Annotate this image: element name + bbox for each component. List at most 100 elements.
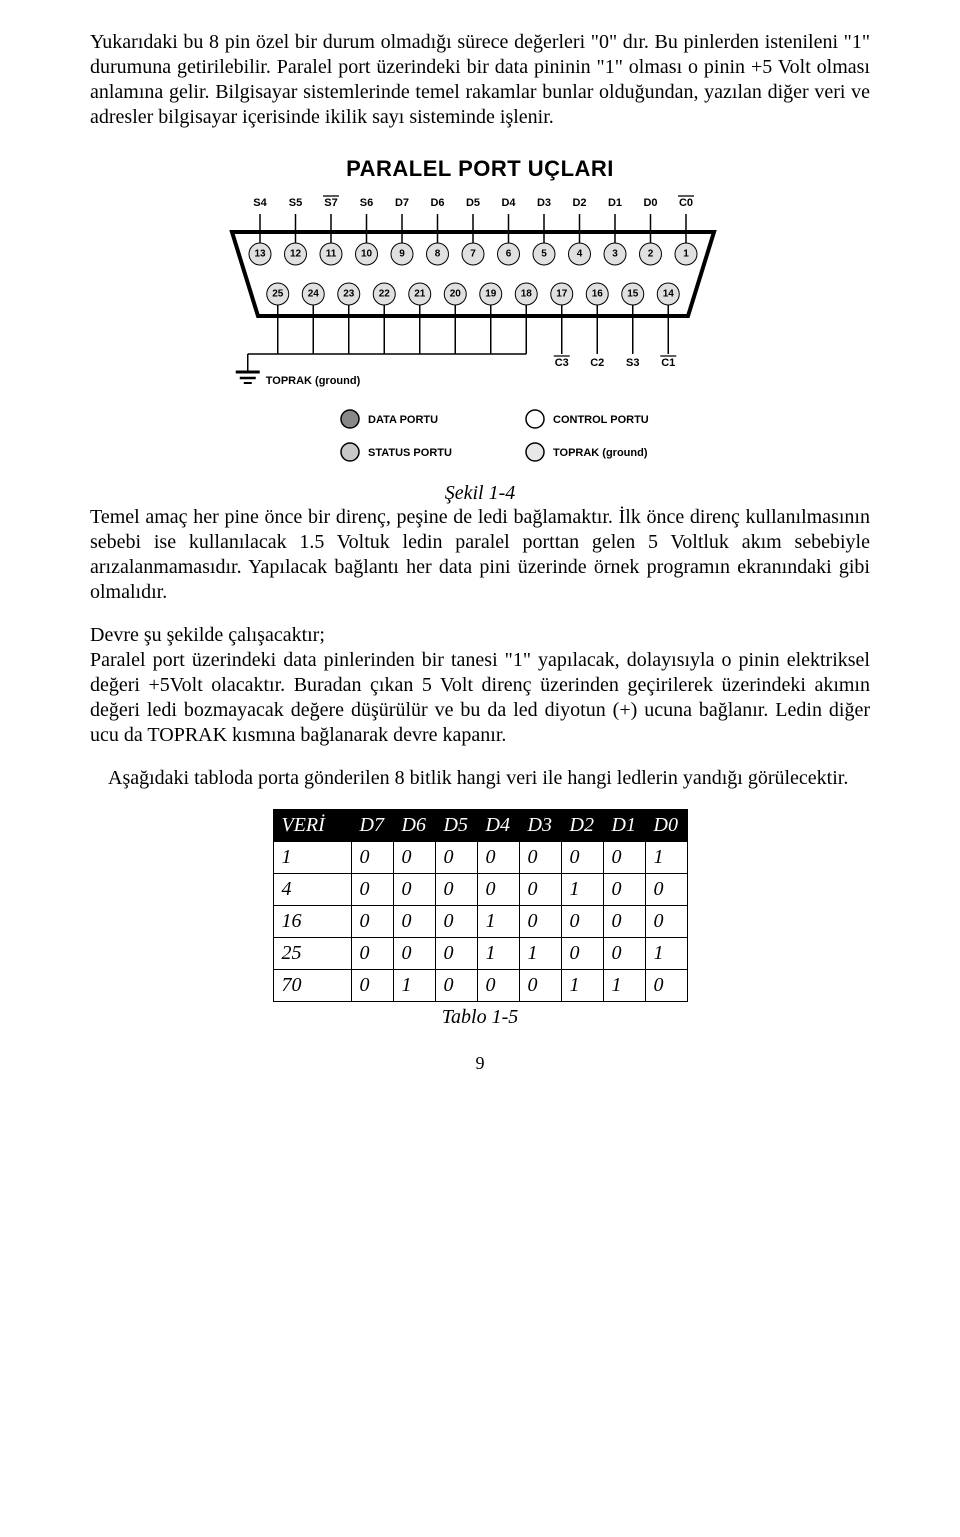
svg-text:15: 15	[627, 289, 639, 300]
table-cell: 0	[477, 874, 519, 906]
svg-text:9: 9	[399, 249, 405, 260]
table-cell: 0	[603, 938, 645, 970]
table-header: D0	[645, 810, 687, 842]
table-cell: 0	[561, 906, 603, 938]
svg-text:25: 25	[272, 289, 284, 300]
svg-text:14: 14	[663, 289, 675, 300]
bit-value-table: VERİD7D6D5D4D3D2D1D010000000140000010016…	[273, 809, 688, 1002]
svg-text:STATUS PORTU: STATUS PORTU	[368, 447, 452, 459]
table-header: D5	[435, 810, 477, 842]
svg-text:C3: C3	[555, 357, 569, 369]
table-cell: 0	[351, 938, 393, 970]
table-header: D4	[477, 810, 519, 842]
svg-text:TOPRAK (ground): TOPRAK (ground)	[553, 447, 648, 459]
svg-text:S4: S4	[253, 197, 267, 209]
svg-text:S6: S6	[360, 197, 373, 209]
svg-text:21: 21	[414, 289, 426, 300]
svg-text:12: 12	[290, 249, 302, 260]
figure-caption: Şekil 1-4	[90, 482, 870, 505]
svg-text:D7: D7	[395, 197, 409, 209]
table-cell: 0	[435, 874, 477, 906]
svg-text:PARALEL PORT UÇLARI: PARALEL PORT UÇLARI	[346, 156, 614, 181]
table-cell: 0	[435, 906, 477, 938]
svg-text:D0: D0	[643, 197, 657, 209]
table-header: D2	[561, 810, 603, 842]
table-row: 1600010000	[273, 906, 687, 938]
table-cell: 0	[561, 938, 603, 970]
svg-text:8: 8	[435, 249, 441, 260]
svg-text:23: 23	[343, 289, 355, 300]
table-cell: 1	[393, 970, 435, 1002]
table-cell: 1	[477, 906, 519, 938]
table-cell: 0	[645, 906, 687, 938]
table-row: 2500011001	[273, 938, 687, 970]
svg-text:6: 6	[506, 249, 512, 260]
table-cell: 0	[477, 970, 519, 1002]
table-cell: 70	[273, 970, 351, 1002]
table-cell: 0	[393, 842, 435, 874]
svg-text:5: 5	[541, 249, 547, 260]
svg-text:13: 13	[254, 249, 266, 260]
table-cell: 0	[645, 970, 687, 1002]
svg-text:17: 17	[556, 289, 568, 300]
svg-text:20: 20	[450, 289, 462, 300]
table-cell: 1	[561, 970, 603, 1002]
table-cell: 0	[519, 970, 561, 1002]
table-cell: 0	[603, 906, 645, 938]
svg-text:D1: D1	[608, 197, 622, 209]
table-cell: 0	[519, 874, 561, 906]
svg-text:S3: S3	[626, 357, 639, 369]
table-header: D7	[351, 810, 393, 842]
svg-text:S5: S5	[289, 197, 302, 209]
svg-text:D5: D5	[466, 197, 480, 209]
table-cell: 0	[351, 842, 393, 874]
table-cell: 1	[603, 970, 645, 1002]
table-header: D3	[519, 810, 561, 842]
svg-text:1: 1	[683, 249, 689, 260]
table-caption: Tablo 1-5	[90, 1006, 870, 1029]
after-figure-paragraph: Temel amaç her pine önce bir direnç, peş…	[90, 505, 870, 605]
table-row: 400000100	[273, 874, 687, 906]
svg-text:24: 24	[308, 289, 320, 300]
svg-text:C2: C2	[590, 357, 604, 369]
table-cell: 1	[477, 938, 519, 970]
table-cell: 0	[351, 970, 393, 1002]
table-cell: 0	[393, 874, 435, 906]
table-cell: 25	[273, 938, 351, 970]
table-cell: 0	[477, 842, 519, 874]
table-cell: 0	[519, 906, 561, 938]
svg-text:22: 22	[379, 289, 391, 300]
table-cell: 0	[561, 842, 603, 874]
svg-text:CONTROL PORTU: CONTROL PORTU	[553, 414, 649, 426]
svg-text:7: 7	[470, 249, 476, 260]
svg-text:TOPRAK (ground): TOPRAK (ground)	[266, 375, 361, 387]
table-cell: 0	[393, 906, 435, 938]
table-cell: 1	[519, 938, 561, 970]
intro-paragraph: Yukarıdaki bu 8 pin özel bir durum olmad…	[90, 30, 870, 130]
svg-text:10: 10	[361, 249, 373, 260]
table-header: D6	[393, 810, 435, 842]
table-header: VERİ	[273, 810, 351, 842]
svg-text:19: 19	[485, 289, 497, 300]
table-cell: 0	[519, 842, 561, 874]
parallel-port-diagram: PARALEL PORT UÇLARI13S412S511S710S69D78D…	[90, 154, 870, 474]
table-cell: 1	[645, 938, 687, 970]
svg-text:C1: C1	[661, 357, 675, 369]
svg-text:2: 2	[648, 249, 654, 260]
table-intro: Aşağıdaki tabloda porta gönderilen 8 bit…	[90, 766, 870, 791]
table-cell: 0	[351, 874, 393, 906]
table-header: D1	[603, 810, 645, 842]
page-number: 9	[90, 1053, 870, 1074]
table-cell: 4	[273, 874, 351, 906]
table-cell: 0	[435, 970, 477, 1002]
circuit-paragraph: Devre şu şekilde çalışacaktır; Paralel p…	[90, 623, 870, 748]
table-cell: 0	[603, 874, 645, 906]
svg-text:C0: C0	[679, 197, 693, 209]
svg-text:18: 18	[521, 289, 533, 300]
circuit-heading: Devre şu şekilde çalışacaktır;	[90, 624, 325, 646]
table-cell: 0	[603, 842, 645, 874]
table-cell: 0	[435, 842, 477, 874]
svg-text:DATA PORTU: DATA PORTU	[368, 414, 438, 426]
table-cell: 1	[561, 874, 603, 906]
table-row: 100000001	[273, 842, 687, 874]
